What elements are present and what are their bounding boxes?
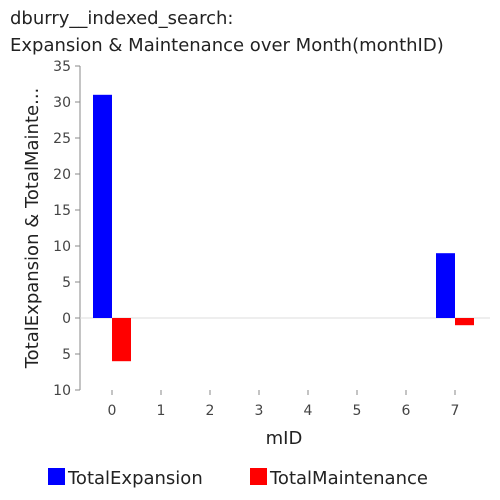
x-axis-label: mID (266, 428, 303, 449)
legend: TotalExpansion TotalMaintenance (48, 468, 428, 489)
bar-totalmaintenance-7 (455, 318, 474, 326)
legend-swatch-totalmaintenance (250, 468, 267, 485)
legend-label-totalmaintenance: TotalMaintenance (269, 468, 428, 489)
y-tick-label: 20 (53, 167, 71, 183)
x-axis: 0 1 2 3 4 5 6 7 (80, 317, 490, 419)
x-tick-label: 6 (402, 403, 411, 419)
bar-totalmaintenance-0 (112, 318, 131, 362)
y-tick-label: 10 (53, 239, 71, 255)
y-tick-label: 25 (53, 131, 71, 147)
x-tick-label: 4 (304, 403, 313, 419)
y-tick-label: 5 (62, 347, 71, 363)
x-tick-label: 0 (108, 403, 117, 419)
y-tick-label: 5 (62, 275, 71, 291)
x-tick-label: 3 (255, 403, 264, 419)
bar-totalexpansion-7 (436, 253, 455, 318)
chart-title-line-2: Expansion & Maintenance over Month(month… (10, 35, 444, 56)
y-axis-label: TotalExpansion & TotalMainte... (22, 88, 43, 370)
y-tick-label: 10 (53, 383, 71, 399)
x-tick-label: 7 (451, 403, 460, 419)
y-tick-label: 30 (53, 95, 71, 111)
legend-label-totalexpansion: TotalExpansion (67, 468, 203, 489)
y-tick-label: 35 (53, 59, 71, 75)
x-tick-label: 2 (206, 403, 215, 419)
chart-title-line-1: dburry__indexed_search: (10, 8, 233, 29)
bar-totalexpansion-0 (93, 94, 112, 318)
bars (93, 94, 474, 362)
y-axis: 35 30 25 20 15 10 5 0 5 10 (53, 59, 81, 399)
x-tick-label: 5 (353, 403, 362, 419)
y-tick-label: 0 (62, 311, 71, 327)
y-tick-label: 15 (53, 203, 71, 219)
legend-swatch-totalexpansion (48, 468, 65, 485)
x-tick-label: 1 (157, 403, 166, 419)
